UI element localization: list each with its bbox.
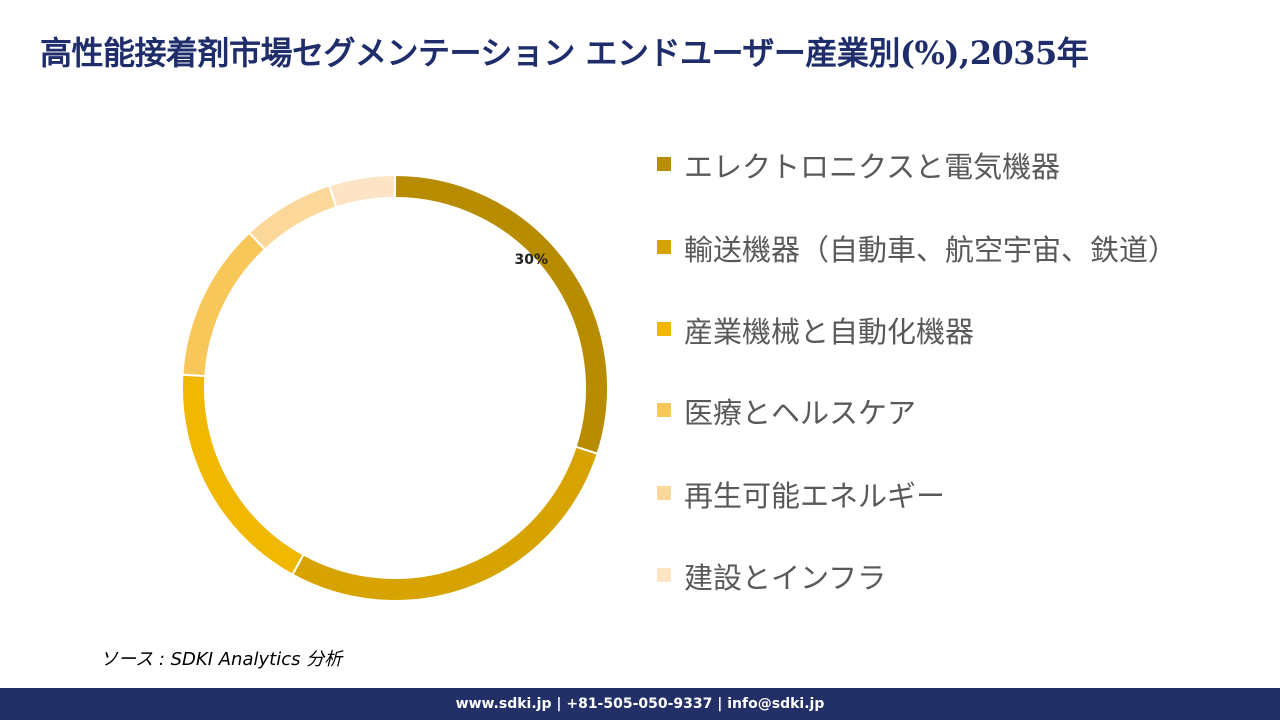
donut-segment [181,231,267,378]
legend-label: 再生可能エネルギー [684,479,946,513]
donut-segment [291,445,599,602]
legend-item: エレクトロニクスと電気機器 [657,146,1177,188]
legend-swatch [657,322,671,336]
footer: www.sdki.jp | +81-505-050-9337 | info@sd… [0,688,1280,720]
legend-label: 産業機械と自動化機器 [684,315,975,349]
legend-label: 輸送機器（自動車、航空宇宙、鉄道） [684,233,1178,267]
legend-item: 医療とヘルスケア [657,392,1177,434]
legend-label: 建設とインフラ [684,561,887,595]
legend-item: 輸送機器（自動車、航空宇宙、鉄道） [657,229,1177,271]
donut-segment [394,173,609,456]
donut-segment [247,184,338,251]
legend-swatch [657,157,671,171]
data-label: 30% [515,252,549,268]
legend-swatch [657,568,671,582]
legend-swatch [657,486,671,500]
legend-label: エレクトロニクスと電気機器 [684,150,1061,184]
donut-segment [327,173,396,209]
legend-item: 再生可能エネルギー [657,475,1177,517]
donut-segment [181,373,305,577]
legend-swatch [657,403,671,417]
legend-item: 産業機械と自動化機器 [657,311,1177,353]
legend-item: 建設とインフラ [657,557,1177,599]
source-note: ソース : SDKI Analytics 分析 [100,649,343,670]
chart-title: 高性能接着剤市場セグメンテーション エンドユーザー産業別(%),2035年 [40,34,1089,72]
legend-label: 医療とヘルスケア [684,396,917,430]
legend-swatch [657,240,671,254]
chart: 30% [181,173,609,602]
